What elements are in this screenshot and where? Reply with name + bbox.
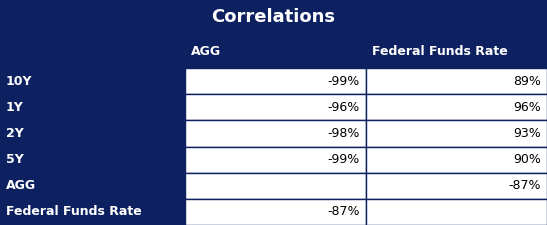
Bar bbox=[0, 35, 185, 68]
Bar bbox=[0, 0, 547, 35]
Bar bbox=[366, 199, 547, 225]
Bar bbox=[366, 68, 547, 94]
Text: -98%: -98% bbox=[328, 127, 360, 140]
Bar bbox=[185, 68, 366, 94]
Bar bbox=[0, 173, 185, 199]
Text: AGG: AGG bbox=[191, 45, 221, 58]
Bar bbox=[366, 35, 547, 68]
Text: -99%: -99% bbox=[328, 74, 360, 88]
Text: -87%: -87% bbox=[509, 179, 541, 192]
Text: 93%: 93% bbox=[513, 127, 541, 140]
Bar bbox=[366, 173, 547, 199]
Text: 90%: 90% bbox=[513, 153, 541, 166]
Text: AGG: AGG bbox=[6, 179, 36, 192]
Bar bbox=[185, 120, 366, 146]
Text: -87%: -87% bbox=[328, 205, 360, 218]
Bar bbox=[366, 120, 547, 146]
Bar bbox=[185, 35, 366, 68]
Text: 5Y: 5Y bbox=[6, 153, 24, 166]
Bar bbox=[0, 94, 185, 120]
Bar bbox=[0, 199, 185, 225]
Bar bbox=[0, 146, 185, 173]
Text: Federal Funds Rate: Federal Funds Rate bbox=[372, 45, 508, 58]
Text: Correlations: Correlations bbox=[212, 9, 335, 27]
Bar bbox=[185, 94, 366, 120]
Bar bbox=[0, 68, 185, 94]
Text: Federal Funds Rate: Federal Funds Rate bbox=[6, 205, 142, 218]
Bar bbox=[185, 146, 366, 173]
Bar bbox=[185, 199, 366, 225]
Text: 2Y: 2Y bbox=[6, 127, 24, 140]
Bar bbox=[0, 120, 185, 146]
Text: 89%: 89% bbox=[513, 74, 541, 88]
Bar bbox=[185, 173, 366, 199]
Text: 10Y: 10Y bbox=[6, 74, 32, 88]
Text: -99%: -99% bbox=[328, 153, 360, 166]
Text: -96%: -96% bbox=[328, 101, 360, 114]
Text: 1Y: 1Y bbox=[6, 101, 24, 114]
Bar bbox=[366, 94, 547, 120]
Text: 96%: 96% bbox=[513, 101, 541, 114]
Bar bbox=[366, 146, 547, 173]
